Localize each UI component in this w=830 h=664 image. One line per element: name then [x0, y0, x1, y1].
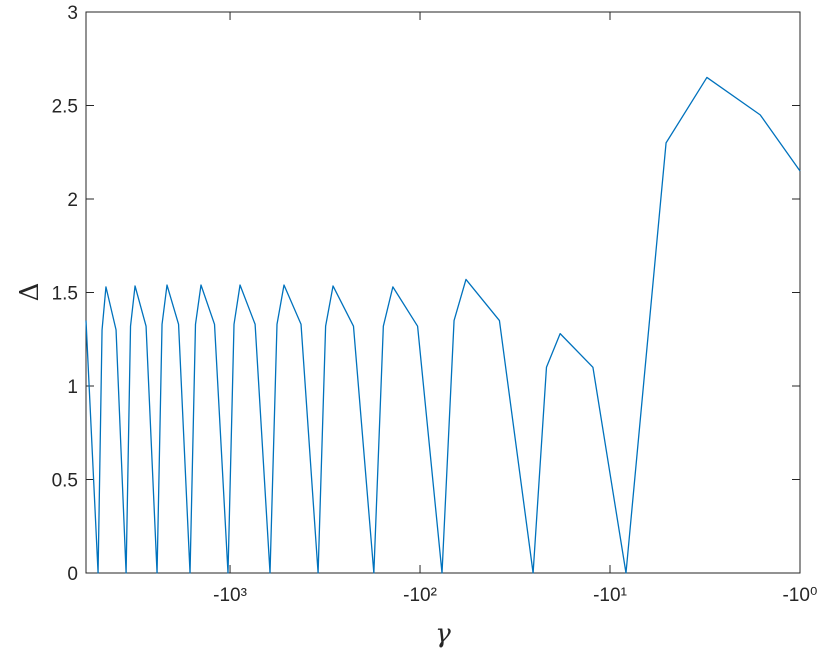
y-tick-label: 2.5 — [52, 97, 78, 118]
y-tick-label: 3 — [67, 3, 78, 24]
y-tick-label: 1 — [67, 377, 78, 398]
x-tick-label: -10⁰ — [782, 585, 817, 606]
y-tick-label: 0 — [67, 564, 78, 585]
x-axis-label: γ — [435, 619, 451, 649]
data-line — [85, 76, 801, 574]
y-axis-label: Δ — [15, 283, 45, 302]
y-tick-label: 2 — [67, 190, 78, 211]
x-tick-label: -10¹ — [593, 585, 627, 606]
x-tick-label: -10² — [403, 585, 437, 606]
y-tick-label: 0.5 — [52, 471, 78, 492]
y-tick-label: 1.5 — [52, 284, 78, 305]
plot-frame — [85, 11, 801, 574]
x-tick-label: -10³ — [213, 585, 247, 606]
